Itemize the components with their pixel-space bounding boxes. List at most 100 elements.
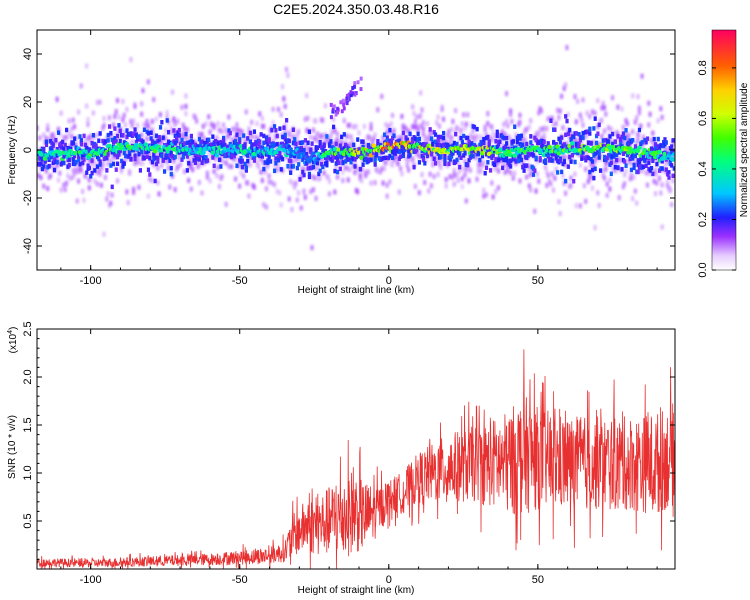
- spectrogram-cell: [200, 132, 204, 138]
- spectrogram-cell: [518, 119, 522, 125]
- spectrogram-cell: [631, 129, 635, 135]
- spectrogram-cell: [640, 73, 644, 79]
- spectrogram-cell: [621, 131, 625, 136]
- spectrogram-cell: [125, 134, 129, 140]
- spectrogram-cell: [471, 128, 475, 134]
- spectrogram-cell: [333, 128, 337, 134]
- spectrogram-cell: [132, 131, 136, 137]
- spectrogram-cell: [329, 133, 333, 139]
- spectrogram-cell: [384, 148, 388, 153]
- spectrogram-cell: [384, 155, 388, 161]
- spectrogram-cell: [636, 137, 640, 143]
- spectrogram-cell: [353, 169, 357, 175]
- spectrogram-cell: [313, 175, 317, 181]
- spectrogram-cell: [219, 140, 223, 145]
- spectrogram-cell: [620, 106, 624, 112]
- spectrogram-cell: [546, 152, 550, 157]
- spectrogram-cell: [558, 158, 562, 163]
- spectrogram-cell: [432, 130, 436, 135]
- spectrogram-cell: [217, 127, 221, 133]
- spectrogram-cell: [267, 137, 271, 142]
- spectrogram-cell: [42, 146, 46, 152]
- spectrogram-cell: [581, 97, 585, 103]
- spectrogram-cell: [581, 130, 585, 136]
- spectrogram-cell: [133, 153, 137, 158]
- spectrogram-cell: [204, 155, 208, 160]
- spectrogram-cell: [263, 160, 267, 165]
- spectrogram-cell: [110, 192, 114, 198]
- spectrogram-cell: [554, 166, 558, 172]
- spectrogram-cell: [584, 198, 588, 204]
- spectrogram-cell: [641, 134, 645, 140]
- snr-y-multiplier: (x104): [7, 327, 19, 354]
- spectrogram-cell: [436, 158, 440, 164]
- spectrogram-cell: [293, 184, 297, 190]
- spectrogram-cell: [586, 178, 590, 184]
- spectrogram-cell: [515, 139, 519, 145]
- spectrogram-cell: [65, 134, 69, 140]
- spectrogram-cell: [152, 152, 156, 158]
- spectrogram-cell: [480, 153, 485, 159]
- spectrogram-cell: [385, 129, 389, 135]
- spectrogram-cell: [338, 166, 342, 172]
- spectrogram-cell: [252, 158, 257, 163]
- spectrogram-cell: [529, 134, 533, 139]
- spectrogram-cell: [40, 156, 45, 162]
- spectrogram-cell: [613, 164, 617, 170]
- spectrogram-cell: [411, 139, 415, 144]
- spectrogram-cell: [624, 118, 628, 124]
- spectrogram-cell: [352, 124, 356, 130]
- spectrogram-cell: [476, 169, 480, 175]
- spectrogram-cell: [619, 158, 623, 164]
- spectrogram-cell: [281, 141, 285, 147]
- snr-y-tick-label: 0.5: [22, 513, 34, 528]
- spectrogram-cell: [172, 116, 176, 122]
- spectrogram-cell: [235, 132, 239, 137]
- spectrogram-cell: [236, 141, 240, 147]
- spectrogram-cell: [503, 132, 507, 138]
- spectrogram-cell: [490, 155, 494, 161]
- spectrogram-cell: [122, 112, 126, 118]
- spectrogram-heatmap: [37, 45, 675, 251]
- spectrogram-cell: [115, 97, 119, 103]
- spectrogram-cell: [294, 180, 298, 186]
- spectrogram-cell: [83, 142, 87, 148]
- spectrogram-cell: [95, 181, 99, 187]
- spectrogram-cell: [588, 169, 592, 175]
- spectrogram-cell: [437, 161, 441, 167]
- spectrogram-cell: [416, 127, 420, 133]
- spectrogram-cell: [306, 166, 310, 171]
- spectrogram-cell: [299, 146, 303, 151]
- spectrogram-cell: [407, 149, 411, 154]
- spectrogram-cell: [660, 114, 664, 120]
- spectrogram-cell: [122, 161, 126, 166]
- spectrogram-cell: [330, 158, 334, 163]
- spectrogram-cell: [141, 88, 145, 94]
- spectrogram-peak: [152, 148, 158, 154]
- spectrogram-cell: [389, 121, 393, 127]
- spectrogram-cell: [667, 175, 671, 180]
- spectrogram-cell: [534, 155, 538, 161]
- spectrogram-cell: [588, 131, 592, 136]
- spectrogram-cell: [297, 150, 301, 155]
- spectrogram-cell: [234, 150, 238, 156]
- spectrogram-cell: [165, 142, 169, 148]
- spectrogram-cell: [514, 132, 518, 138]
- spectrogram-cell: [295, 165, 299, 171]
- spectrogram-cell: [582, 183, 586, 189]
- spectrogram-cell: [133, 127, 137, 132]
- spectrogram-cell: [588, 126, 592, 132]
- spectrogram-cell: [115, 178, 119, 184]
- spectrogram-cell: [98, 168, 102, 174]
- spectrogram-cell: [189, 161, 193, 167]
- spectrogram-cell: [58, 170, 62, 176]
- spectrogram-cell: [588, 114, 592, 120]
- spectrogram-cell: [102, 231, 106, 237]
- spectrogram-cell: [169, 171, 173, 177]
- spectrogram-cell: [287, 132, 291, 138]
- spectrogram-cell: [636, 132, 640, 138]
- spectrogram-cell: [448, 174, 452, 180]
- spectrogram-cell: [77, 178, 81, 184]
- spectrogram-secondary-cell: [342, 102, 346, 107]
- spectrogram-cell: [541, 144, 545, 149]
